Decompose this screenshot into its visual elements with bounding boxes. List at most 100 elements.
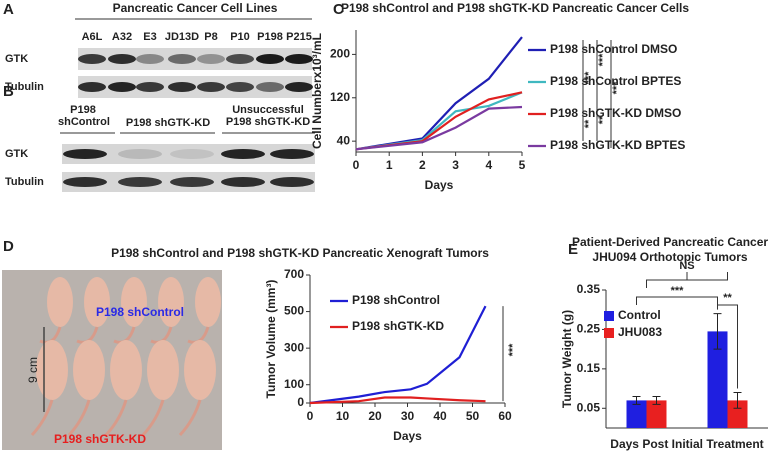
band — [221, 177, 265, 187]
x-tick-label: 0 — [353, 158, 360, 172]
band — [136, 54, 164, 64]
band — [256, 54, 284, 64]
band — [136, 82, 164, 92]
bar — [646, 400, 667, 428]
y-tick-label: 500 — [284, 304, 304, 318]
mouse — [73, 340, 105, 400]
x-axis-label: Days — [393, 429, 422, 443]
series-line — [355, 105, 523, 151]
row-label: Tubulin — [5, 81, 44, 93]
band — [197, 54, 225, 64]
y-axis-label: Cell Numberx10³/mL — [310, 33, 324, 149]
tail — [141, 399, 165, 437]
x-axis-label: Days Post Initial Treatment — [610, 437, 763, 451]
mouse — [195, 277, 221, 327]
band — [285, 54, 313, 64]
y-tick-label: 0 — [297, 395, 304, 409]
band — [108, 82, 136, 92]
band — [118, 149, 162, 159]
row-label: Tubulin — [5, 176, 44, 188]
chart-title: P198 shControl and P198 shGTK-KD Pancrea… — [111, 246, 489, 260]
scale-label: 9 cm — [26, 357, 40, 383]
chart-title: Patient-Derived Pancreatic Cancer — [572, 235, 768, 249]
y-tick-label: 700 — [284, 267, 304, 281]
bar — [626, 400, 647, 428]
band — [170, 149, 214, 159]
band — [78, 54, 106, 64]
x-tick-label: 0 — [307, 409, 314, 423]
mouse — [84, 277, 110, 327]
chart-title: JHU094 Orthotopic Tumors — [592, 250, 747, 264]
error-bar — [733, 392, 742, 409]
y-tick-label: 0.25 — [577, 322, 601, 336]
blot-title: Pancreatic Cancer Cell Lines — [113, 1, 278, 15]
group-label: Unsuccessful P198 shGTK-KD — [225, 104, 311, 128]
group-label: P198 shControl — [58, 104, 110, 128]
band — [63, 177, 107, 187]
annotation: *** — [611, 81, 623, 95]
tail — [104, 399, 128, 437]
legend-swatch — [604, 311, 614, 321]
series-line — [355, 36, 523, 151]
row-label: GTK — [5, 53, 28, 65]
x-tick-label: 40 — [433, 409, 447, 423]
band — [78, 82, 106, 92]
error-bar — [713, 313, 722, 350]
photo-label: P198 shControl — [96, 305, 184, 319]
legend-label: P198 shGTK-KD DMSO — [550, 106, 681, 120]
y-tick-label: 200 — [330, 47, 350, 61]
y-tick-label: 0.35 — [577, 282, 601, 296]
y-tick-label: 40 — [337, 133, 351, 147]
band — [256, 82, 284, 92]
y-axis-label: Tumor Volume (mm³) — [264, 280, 278, 399]
y-tick-label: 120 — [330, 90, 350, 104]
panel-label: A — [3, 1, 14, 18]
panel-label: D — [3, 238, 14, 255]
blot-strip — [62, 144, 315, 164]
band — [285, 82, 313, 92]
y-tick-label: 100 — [284, 377, 304, 391]
legend-label: P198 shGTK-KD — [352, 319, 444, 333]
series-line — [309, 396, 486, 405]
bar — [727, 400, 748, 428]
lane-label: JD13D — [165, 31, 199, 43]
annotation: ** — [723, 292, 732, 304]
bar — [707, 331, 728, 428]
mouse — [36, 340, 68, 400]
mouse — [121, 277, 147, 327]
x-axis-label: Days — [425, 178, 454, 192]
legend-swatch — [604, 328, 614, 338]
band — [221, 149, 265, 159]
tail — [30, 399, 54, 437]
x-tick-label: 5 — [519, 158, 526, 172]
chart-title: P198 shControl and P198 shGTK-KD Pancrea… — [341, 1, 689, 15]
band — [197, 82, 225, 92]
annotation: ** — [597, 115, 609, 124]
band — [63, 149, 107, 159]
error-bar — [632, 395, 641, 405]
lane-label: A6L — [82, 31, 103, 43]
panel-label: C — [333, 1, 344, 18]
band — [108, 54, 136, 64]
y-tick-label: 0.05 — [577, 400, 601, 414]
annotation: *** — [583, 71, 595, 85]
lane-label: E3 — [143, 31, 156, 43]
series-line — [309, 305, 487, 405]
x-tick-label: 4 — [485, 158, 492, 172]
legend-label: Control — [618, 308, 661, 322]
band — [118, 177, 162, 187]
legend-label: P198 shGTK-KD BPTES — [550, 138, 685, 152]
error-bar — [652, 395, 661, 405]
tail — [67, 399, 91, 437]
annotation: *** — [671, 285, 685, 297]
band — [170, 177, 214, 187]
lane-label: P215 — [286, 31, 312, 43]
group-label: P198 shGTK-KD — [125, 117, 211, 129]
x-tick-label: 10 — [336, 409, 350, 423]
tail — [178, 399, 202, 437]
band — [270, 177, 314, 187]
y-axis-label: Tumor Weight (g) — [560, 310, 574, 408]
x-tick-label: 1 — [386, 158, 393, 172]
x-tick-label: 60 — [498, 409, 512, 423]
